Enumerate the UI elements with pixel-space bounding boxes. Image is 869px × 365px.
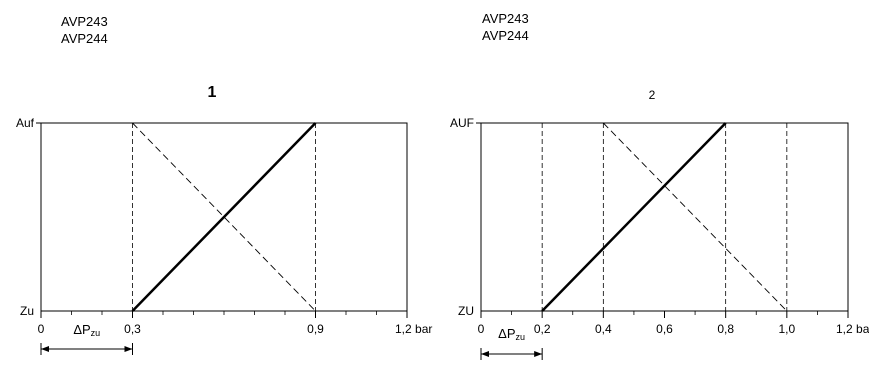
model-list-left: AVP243 AVP244 <box>61 13 108 47</box>
plot-frame <box>480 122 849 312</box>
model-label: AVP244 <box>482 28 529 43</box>
model-label: AVP244 <box>61 31 108 46</box>
chart-title: 1 <box>208 84 217 101</box>
x-tick-label: 0,4 <box>595 322 612 336</box>
delta-p-subscript: zu <box>516 332 526 342</box>
x-tick-label: 1,0 <box>778 322 795 336</box>
arrowhead-right <box>534 351 543 357</box>
closing-line <box>603 122 788 312</box>
x-tick-label: 0,3 <box>124 322 141 336</box>
x-tick-label: 0,2 <box>534 322 551 336</box>
x-tick-label: 0 <box>478 322 485 336</box>
y-label-open: AUF <box>450 116 474 130</box>
delta-p-symbol: ΔP <box>73 322 90 337</box>
arrowhead-left <box>41 346 49 352</box>
arrowhead-right <box>124 346 133 352</box>
model-list-right: AVP243 AVP244 <box>482 10 529 44</box>
x-tick-label: 0,8 <box>717 322 734 336</box>
model-label: AVP243 <box>482 11 529 26</box>
x-tick-label: 0 <box>38 322 45 336</box>
y-label-open: Auf <box>16 116 35 130</box>
chart-title: 2 <box>649 88 656 102</box>
x-tick-label: 1,2 bar <box>395 322 432 336</box>
y-label-closed: Zu <box>20 304 34 318</box>
model-label: AVP243 <box>61 14 108 29</box>
x-tick-label: 0,6 <box>656 322 673 336</box>
opening-line <box>131 122 317 312</box>
y-label-closed: ZU <box>458 304 474 318</box>
x-tick-label: 0,9 <box>307 322 324 336</box>
delta-p-label: ΔPzu <box>498 326 525 342</box>
delta-p-label: ΔPzu <box>73 322 100 338</box>
delta-p-symbol: ΔP <box>498 326 515 341</box>
delta-p-subscript: zu <box>91 328 101 338</box>
arrowhead-left <box>481 351 489 357</box>
opening-line <box>541 122 727 312</box>
x-tick-label: 1,2 bar <box>836 322 869 336</box>
